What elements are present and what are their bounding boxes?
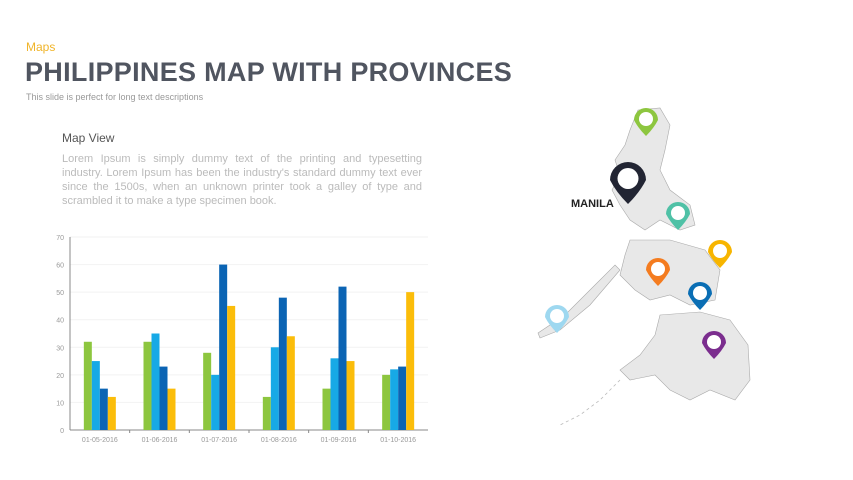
x-tick-label: 01-09-2016 — [321, 437, 357, 444]
bar — [262, 396, 271, 430]
x-tick-label: 01-10-2016 — [380, 437, 416, 444]
page-title: PHILIPPINES MAP WITH PROVINCES — [25, 57, 513, 87]
map-pin-icon[interactable] — [708, 240, 732, 268]
bar — [346, 361, 355, 430]
y-tick-label: 50 — [56, 290, 64, 297]
section-title: Map View — [62, 131, 115, 145]
map-pin-icon[interactable] — [666, 202, 690, 230]
x-tick-label: 01-07-2016 — [201, 437, 237, 444]
philippines-map: MANILA — [537, 107, 751, 426]
bar — [167, 388, 176, 430]
bar — [159, 366, 168, 430]
luzon-shape — [611, 107, 696, 231]
page-subtitle: This slide is perfect for long text desc… — [26, 92, 204, 102]
map-pin-icon[interactable] — [545, 305, 569, 333]
map-pin-icon[interactable] — [634, 108, 658, 136]
map-pin-icon[interactable] — [688, 282, 712, 310]
map-pin-icon[interactable] — [610, 162, 646, 204]
y-tick-label: 70 — [56, 235, 64, 242]
bar — [330, 358, 339, 430]
bar — [390, 369, 399, 430]
section-body: Lorem Ipsum is simply dummy text of the … — [62, 153, 422, 207]
y-tick-label: 10 — [56, 400, 64, 407]
bar — [398, 366, 407, 430]
bar — [406, 292, 415, 430]
palawan-shape — [537, 264, 621, 339]
bar — [227, 305, 236, 430]
map-pin-icon[interactable] — [646, 258, 670, 286]
bar — [99, 388, 108, 430]
bar — [143, 341, 152, 430]
bar — [322, 388, 331, 430]
bar — [211, 374, 220, 430]
bar — [203, 352, 212, 430]
bar — [286, 336, 295, 430]
sulu-islands — [559, 379, 621, 426]
x-tick-label: 01-05-2016 — [82, 437, 118, 444]
x-tick-label: 01-06-2016 — [142, 437, 178, 444]
bar — [382, 374, 391, 430]
bar — [107, 396, 116, 430]
category-label: Maps — [26, 40, 56, 54]
y-tick-label: 20 — [56, 373, 64, 380]
y-tick-label: 0 — [60, 428, 64, 435]
x-tick-label: 01-08-2016 — [261, 437, 297, 444]
mindanao-shape — [619, 311, 751, 401]
y-tick-label: 40 — [56, 318, 64, 325]
bar — [91, 361, 100, 430]
manila-label: MANILA — [571, 198, 614, 210]
bar — [338, 286, 347, 430]
bar — [270, 347, 279, 430]
bar — [151, 333, 160, 430]
bar — [278, 297, 287, 430]
bar — [219, 264, 228, 430]
y-tick-label: 60 — [56, 263, 64, 270]
bar — [83, 341, 92, 430]
y-tick-label: 30 — [56, 345, 64, 352]
map-pin-icon[interactable] — [702, 331, 726, 359]
